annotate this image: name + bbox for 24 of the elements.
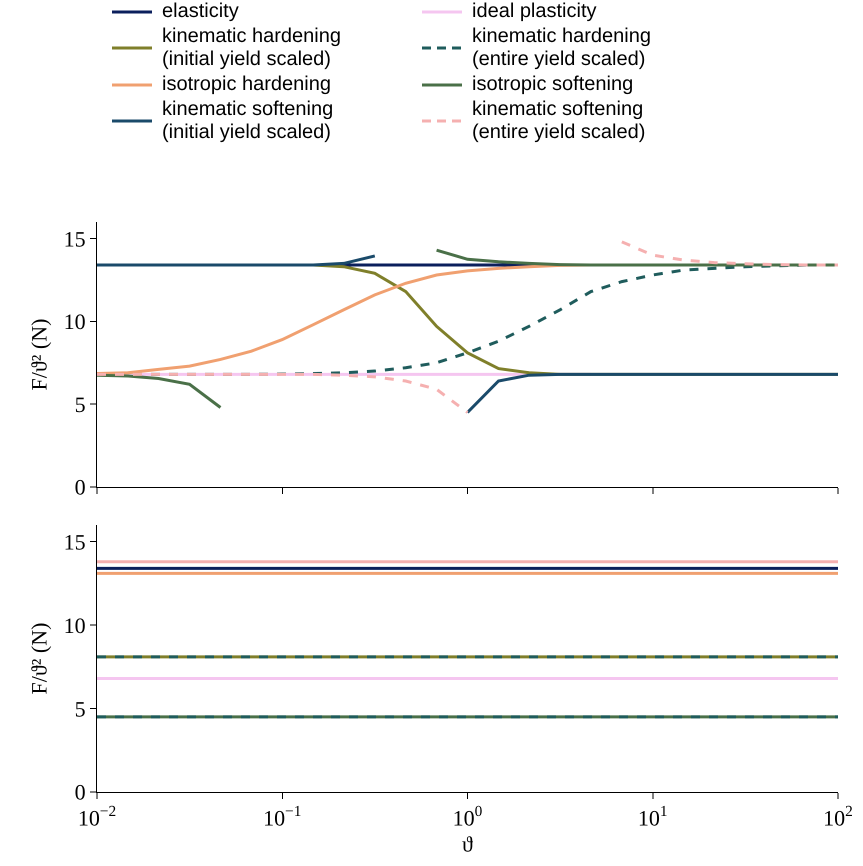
x-tick-label: 10$^{−2}$: [78, 803, 116, 830]
legend-label: kinematic hardening (entire yield scaled): [472, 25, 651, 71]
legend-label: isotropic hardening: [162, 73, 331, 96]
y-tick-label: 15: [64, 529, 86, 554]
x-tick-label: 10$^{1}$: [638, 803, 668, 830]
y-tick-label: 15: [64, 226, 86, 252]
legend-label: kinematic softening (entire yield scaled): [472, 98, 646, 144]
y-axis-title: F/ϑ² (N): [26, 622, 52, 694]
y-axis-title: F/ϑ² (N): [26, 318, 52, 390]
y-tick-label: 5: [74, 696, 86, 722]
legend-label: ideal plasticity: [472, 0, 597, 23]
x-tick-label: 10$^{−1}$: [263, 803, 302, 830]
legend-label: isotropic softening: [472, 73, 634, 96]
x-tick-label: 10$^{0}$: [452, 803, 483, 830]
y-tick-label: 0: [74, 780, 86, 805]
y-tick-label: 0: [74, 474, 86, 500]
legend-label: kinematic hardening (initial yield scaled): [162, 25, 341, 71]
y-tick-label: 10: [64, 309, 86, 334]
legend-label: elasticity: [162, 0, 239, 23]
x-tick-label: 10$^{2}$: [823, 803, 853, 830]
y-tick-label: 10: [64, 612, 86, 638]
legend-label: kinematic softening (initial yield scaled): [162, 98, 334, 144]
x-axis-title: ϑ: [462, 831, 474, 856]
y-tick-label: 5: [74, 392, 86, 417]
